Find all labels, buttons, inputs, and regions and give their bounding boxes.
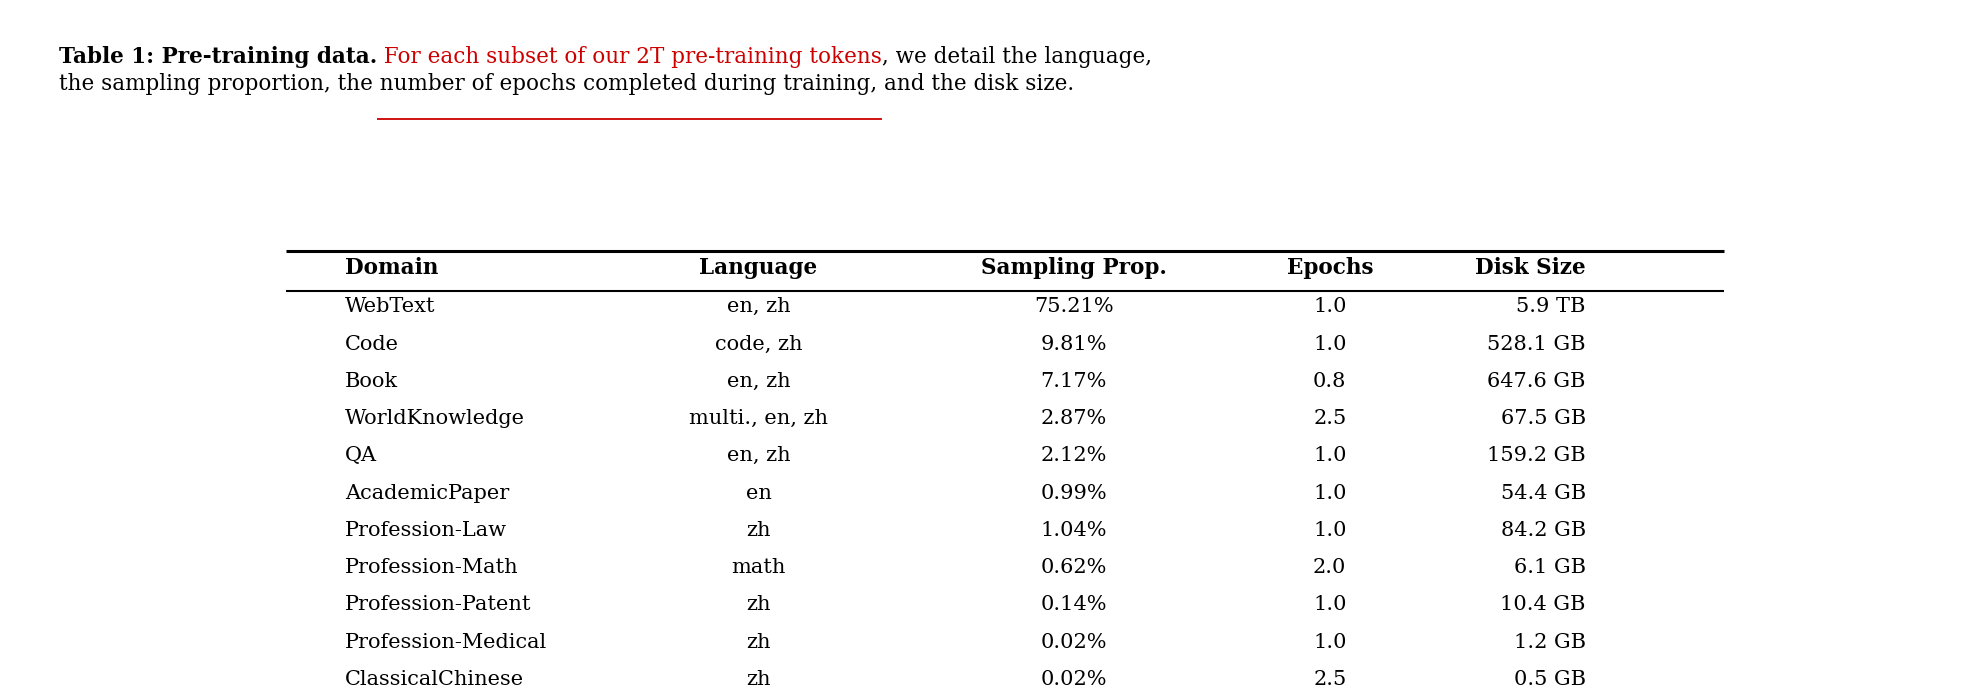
Text: 0.99%: 0.99% (1040, 484, 1107, 503)
Text: 647.6 GB: 647.6 GB (1487, 372, 1586, 391)
Text: 159.2 GB: 159.2 GB (1487, 447, 1586, 465)
Text: QA: QA (345, 447, 376, 465)
Text: 2.5: 2.5 (1314, 670, 1346, 686)
Text: Domain: Domain (345, 257, 437, 279)
Text: 1.0: 1.0 (1312, 335, 1347, 354)
Text: Profession-Math: Profession-Math (345, 558, 518, 577)
Text: 0.8: 0.8 (1314, 372, 1346, 391)
Text: 1.0: 1.0 (1312, 595, 1347, 614)
Text: zh: zh (747, 521, 770, 540)
Text: 1.0: 1.0 (1312, 484, 1347, 503)
Text: 2.12%: 2.12% (1040, 447, 1107, 465)
Text: multi., en, zh: multi., en, zh (690, 409, 827, 428)
Text: 1.0: 1.0 (1312, 521, 1347, 540)
Text: 0.02%: 0.02% (1040, 670, 1107, 686)
Text: 2.0: 2.0 (1314, 558, 1346, 577)
Text: 54.4 GB: 54.4 GB (1501, 484, 1586, 503)
Text: 84.2 GB: 84.2 GB (1501, 521, 1586, 540)
Text: 67.5 GB: 67.5 GB (1501, 409, 1586, 428)
Text: math: math (731, 558, 786, 577)
Text: Epochs: Epochs (1286, 257, 1373, 279)
Text: For each subset of our 2T pre-training tokens: For each subset of our 2T pre-training t… (378, 46, 883, 68)
Text: Code: Code (345, 335, 398, 354)
Text: en, zh: en, zh (727, 298, 790, 316)
Text: WebText: WebText (345, 298, 435, 316)
Text: 1.2 GB: 1.2 GB (1513, 632, 1586, 652)
Text: 1.0: 1.0 (1312, 447, 1347, 465)
Text: 7.17%: 7.17% (1040, 372, 1107, 391)
Text: Sampling Prop.: Sampling Prop. (981, 257, 1166, 279)
Text: 9.81%: 9.81% (1040, 335, 1107, 354)
Text: WorldKnowledge: WorldKnowledge (345, 409, 524, 428)
Text: ClassicalChinese: ClassicalChinese (345, 670, 524, 686)
Text: zh: zh (747, 595, 770, 614)
Text: 2.5: 2.5 (1314, 409, 1346, 428)
Text: 528.1 GB: 528.1 GB (1487, 335, 1586, 354)
Text: the sampling proportion, the number of epochs completed during training, and the: the sampling proportion, the number of e… (59, 73, 1074, 95)
Text: 1.0: 1.0 (1312, 298, 1347, 316)
Text: en, zh: en, zh (727, 447, 790, 465)
Text: Profession-Patent: Profession-Patent (345, 595, 532, 614)
Text: en: en (745, 484, 772, 503)
Text: 0.02%: 0.02% (1040, 632, 1107, 652)
Text: 75.21%: 75.21% (1034, 298, 1113, 316)
Text: , we detail the language,: , we detail the language, (883, 46, 1152, 68)
Text: 0.62%: 0.62% (1040, 558, 1107, 577)
Text: 6.1 GB: 6.1 GB (1513, 558, 1586, 577)
Text: AcademicPaper: AcademicPaper (345, 484, 508, 503)
Text: Profession-Law: Profession-Law (345, 521, 506, 540)
Text: 5.9 TB: 5.9 TB (1517, 298, 1586, 316)
Text: code, zh: code, zh (715, 335, 802, 354)
Text: Table 1: Pre-training data.: Table 1: Pre-training data. (59, 46, 378, 68)
Text: Language: Language (699, 257, 818, 279)
Text: 2.87%: 2.87% (1040, 409, 1107, 428)
Text: 10.4 GB: 10.4 GB (1501, 595, 1586, 614)
Text: en, zh: en, zh (727, 372, 790, 391)
Text: Disk Size: Disk Size (1476, 257, 1586, 279)
Text: zh: zh (747, 632, 770, 652)
Text: 1.04%: 1.04% (1040, 521, 1107, 540)
Text: Book: Book (345, 372, 398, 391)
Text: Profession-Medical: Profession-Medical (345, 632, 548, 652)
Text: 0.14%: 0.14% (1040, 595, 1107, 614)
Text: 1.0: 1.0 (1312, 632, 1347, 652)
Text: zh: zh (747, 670, 770, 686)
Text: 0.5 GB: 0.5 GB (1513, 670, 1586, 686)
